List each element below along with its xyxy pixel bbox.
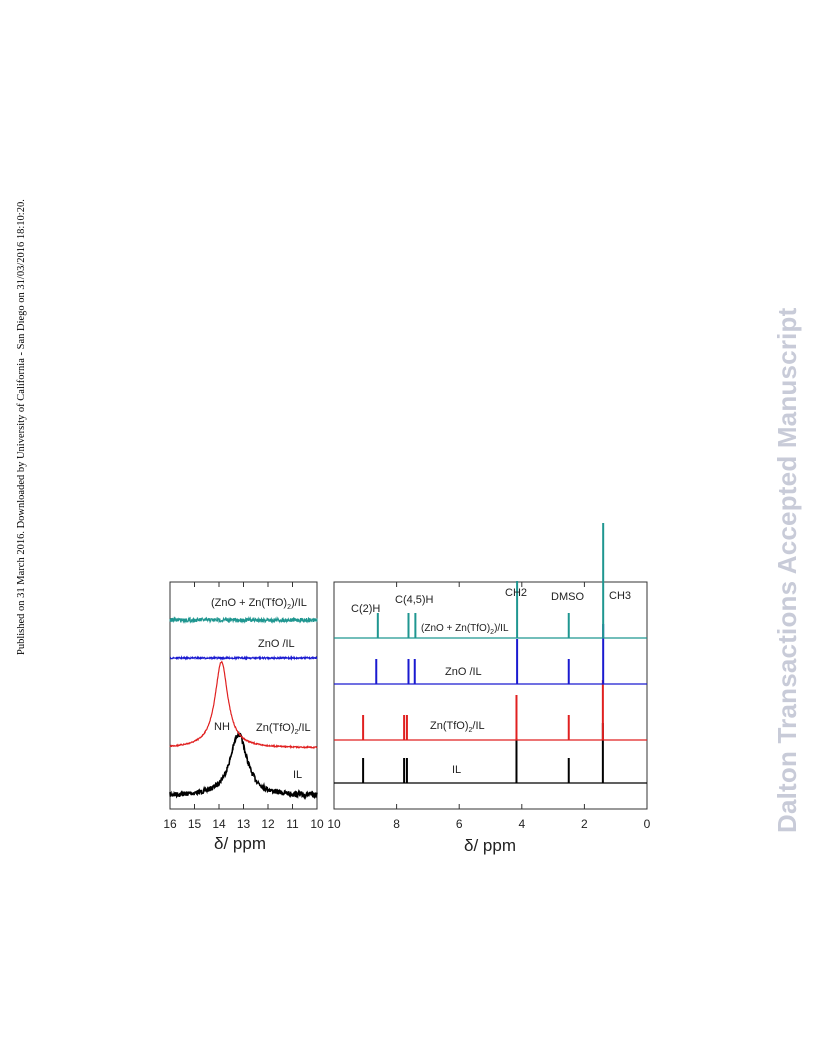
left-tick-label: 16	[163, 817, 177, 831]
left-tick-label: 14	[212, 817, 226, 831]
left-trace	[169, 615, 318, 624]
right-tick-label: 10	[327, 817, 341, 831]
left-label-nh: NH	[214, 721, 230, 733]
right-panel-frame	[333, 581, 648, 810]
right-xlabel: δ/ ppm	[464, 836, 516, 855]
right-label-zntfo: Zn(TfO)2/IL	[430, 720, 485, 734]
right-label-ch2: CH2	[505, 587, 527, 599]
right-label-il: IL	[452, 764, 461, 776]
left-trace	[169, 731, 318, 801]
right-tick-label: 4	[518, 817, 525, 831]
left-xlabel: δ/ ppm	[214, 834, 266, 853]
left-tick-label: 13	[237, 817, 251, 831]
left-panel: 16 15 14 13 12 11 10 (ZnO + Zn(TfO)2)/IL ZnO /…	[163, 581, 324, 853]
left-tick-label: 15	[188, 817, 202, 831]
right-label-c2h: C(2)H	[351, 603, 380, 615]
right-tick-label: 2	[581, 817, 588, 831]
right-tick-label: 0	[644, 817, 651, 831]
right-label-dmso: DMSO	[551, 591, 584, 603]
left-tick-label: 11	[286, 817, 299, 831]
right-panel: 10 8 6 4 2 0 C(2)H C(4,5)H CH2 DMSO CH3 (ZnO …	[327, 523, 651, 855]
right-label-ch3: CH3	[609, 590, 631, 602]
left-trace	[169, 655, 318, 661]
right-tick-label: 6	[456, 817, 463, 831]
right-tick-label: 8	[393, 817, 400, 831]
left-label-mix: (ZnO + Zn(TfO)2)/IL	[211, 597, 307, 611]
left-label-zno: ZnO /IL	[258, 638, 295, 650]
left-trace	[169, 660, 318, 750]
left-label-il: IL	[293, 769, 302, 781]
right-label-c45h: C(4,5)H	[395, 594, 434, 606]
left-tick-label: 12	[261, 817, 275, 831]
right-label-mix: (ZnO + Zn(TfO)2)/IL	[421, 623, 509, 636]
left-label-zntfo: Zn(TfO)2/IL	[256, 722, 311, 736]
left-tick-label: 10	[310, 817, 324, 831]
right-label-zno: ZnO /IL	[445, 666, 482, 678]
